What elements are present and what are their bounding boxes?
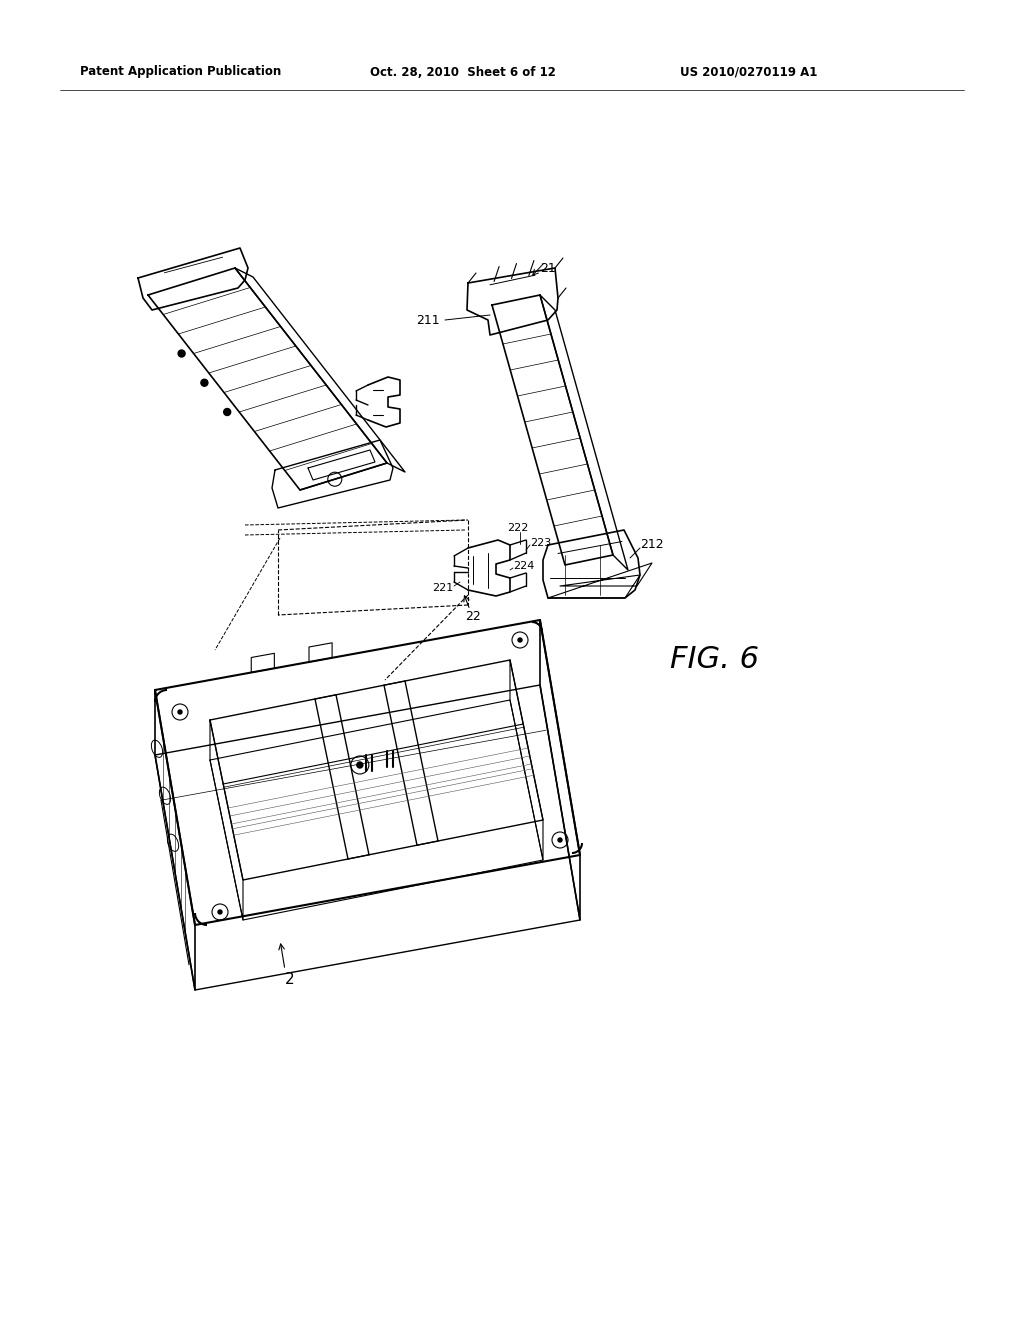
Circle shape: [518, 638, 522, 642]
Text: 212: 212: [640, 539, 664, 552]
Text: Oct. 28, 2010  Sheet 6 of 12: Oct. 28, 2010 Sheet 6 of 12: [370, 66, 556, 78]
Text: 222: 222: [507, 523, 528, 533]
Text: 21: 21: [540, 261, 556, 275]
Text: 223: 223: [530, 539, 551, 548]
Text: Patent Application Publication: Patent Application Publication: [80, 66, 282, 78]
Circle shape: [201, 379, 208, 387]
Circle shape: [356, 762, 362, 768]
Text: FIG. 6: FIG. 6: [670, 645, 759, 675]
Circle shape: [178, 350, 185, 356]
Text: US 2010/0270119 A1: US 2010/0270119 A1: [680, 66, 817, 78]
Circle shape: [558, 838, 562, 842]
Text: 22: 22: [465, 610, 481, 623]
Circle shape: [218, 909, 222, 913]
Circle shape: [223, 408, 230, 416]
Circle shape: [178, 710, 182, 714]
Text: 211: 211: [417, 314, 440, 326]
Text: 221: 221: [432, 583, 453, 593]
Text: 224: 224: [513, 561, 535, 572]
Text: 2: 2: [286, 973, 295, 987]
